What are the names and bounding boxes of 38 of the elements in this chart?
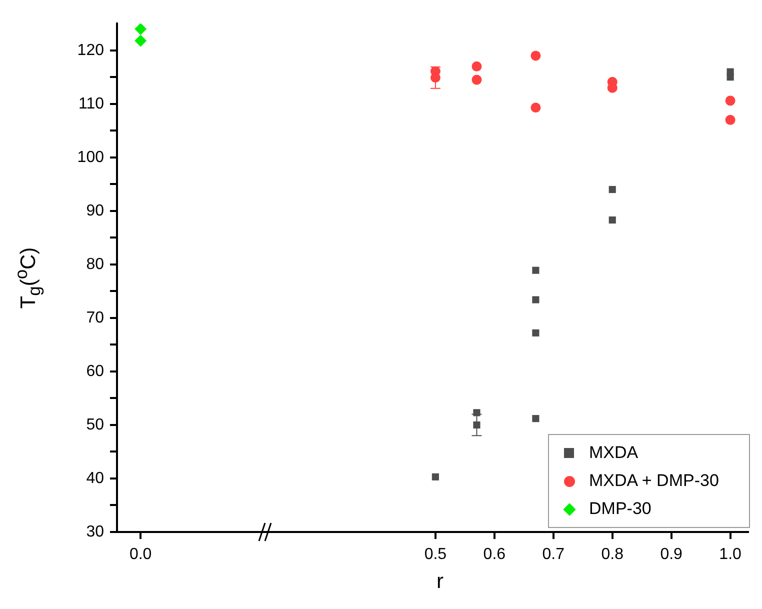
x-axis-title: r [436, 570, 444, 594]
point [472, 74, 482, 85]
x-tick-label: 0.9 [660, 546, 683, 564]
point [608, 216, 616, 224]
y-tick-label: 100 [77, 148, 104, 166]
point [530, 102, 541, 113]
point [473, 421, 480, 429]
y-tick-label: 120 [77, 42, 104, 59]
point [532, 415, 540, 422]
point [134, 24, 147, 35]
point [472, 61, 482, 72]
y-tick-label: 40 [86, 470, 104, 487]
point [608, 186, 616, 194]
point [532, 266, 540, 274]
x-tick-label: 0.7 [542, 546, 565, 564]
point [532, 329, 540, 336]
y-tick-label: 110 [78, 95, 104, 112]
y-tick-label: 50 [86, 416, 104, 434]
point [725, 114, 736, 125]
point [530, 50, 541, 61]
y-tick-label: 80 [86, 256, 104, 273]
point [725, 96, 736, 106]
x-tick-label: 0.6 [483, 546, 506, 564]
x-tick-label: 0.5 [424, 546, 447, 564]
y-tick-label: 30 [86, 523, 104, 540]
x-tick-label: 0.0 [129, 546, 152, 564]
y-tick-label: 70 [86, 309, 104, 326]
point [134, 34, 147, 47]
y-tick-label: 60 [86, 362, 104, 380]
y-tick-label: 90 [86, 202, 104, 220]
legend-label: DMP-30 [589, 499, 652, 519]
legend-label: MXDA + DMP-30 [589, 471, 719, 491]
point [726, 74, 734, 81]
x-tick-label: 1.0 [719, 546, 742, 564]
legend-label: MXDA [589, 443, 638, 463]
point [432, 473, 439, 480]
point [532, 296, 540, 304]
x-tick-label: 0.8 [601, 546, 624, 564]
